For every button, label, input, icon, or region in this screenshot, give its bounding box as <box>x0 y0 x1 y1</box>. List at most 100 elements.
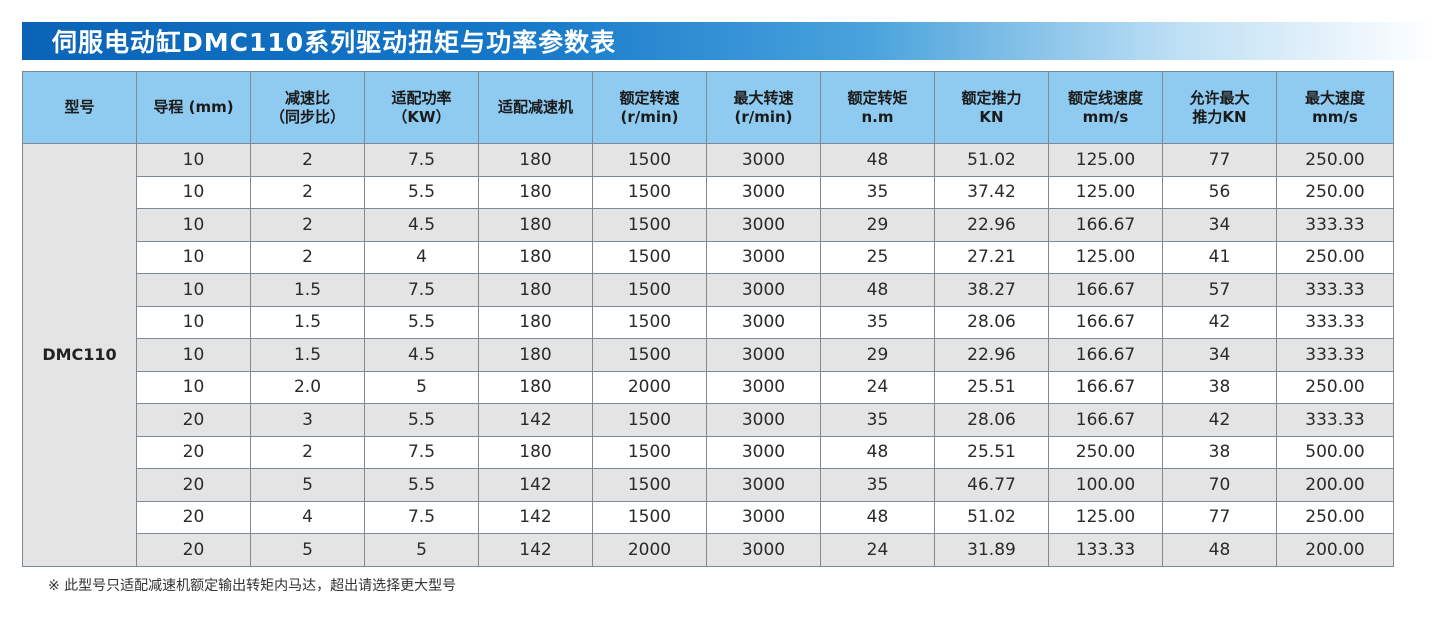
column-header-text: mm/s <box>1082 107 1129 126</box>
column-header-text: 额定转矩 <box>847 88 908 107</box>
table-cell: 3000 <box>706 240 821 274</box>
column-header: 额定转矩 n.m <box>820 71 935 144</box>
table-cell: 125.00 <box>1048 143 1163 177</box>
column-header: 额定线速度 mm/s <box>1048 71 1163 144</box>
table-cell: 5 <box>250 468 365 502</box>
column-header-text: (r/min) <box>734 107 793 126</box>
table-cell: 10 <box>136 338 251 372</box>
table-cell: 180 <box>478 208 593 242</box>
table-cell: 333.33 <box>1276 338 1394 372</box>
table-cell: 1500 <box>592 305 707 339</box>
table-cell: 35 <box>820 403 935 437</box>
column-header-text: 额定线速度 <box>1067 88 1143 107</box>
table-cell: 200.00 <box>1276 468 1394 502</box>
table-cell: 25.51 <box>934 435 1049 469</box>
column-header-text: 最大转速 <box>733 88 794 107</box>
table-row: 20 5 5.5 142 1500 3000 35 46.77 100.00 70 200.00 <box>23 468 1394 502</box>
table-cell: 3000 <box>706 435 821 469</box>
table-cell: 1500 <box>592 208 707 242</box>
table-cell: 38 <box>1162 370 1277 404</box>
table-cell: 51.02 <box>934 500 1049 534</box>
table-row: 20 4 7.5 142 1500 3000 48 51.02 125.00 77 250.00 <box>23 500 1394 534</box>
column-header: 额定转速 (r/min) <box>592 71 707 144</box>
table-row: 10 1.5 5.5 180 1500 3000 35 28.06 166.67 42 333.33 <box>23 305 1394 339</box>
title-bar: 伺服电动缸DMC110系列驱动扭矩与功率参数表 <box>22 22 1436 60</box>
table-cell: 7.5 <box>364 143 479 177</box>
table-cell: 7.5 <box>364 435 479 469</box>
table-cell: 7.5 <box>364 273 479 307</box>
table-cell: 38.27 <box>934 273 1049 307</box>
table-cell: 1500 <box>592 468 707 502</box>
table-cell: 125.00 <box>1048 175 1163 209</box>
table-cell: 200.00 <box>1276 533 1394 567</box>
column-header: 适配功率 （KW） <box>364 71 479 144</box>
table-cell: 250.00 <box>1276 240 1394 274</box>
table-cell: 35 <box>820 175 935 209</box>
table-cell: 333.33 <box>1276 208 1394 242</box>
table-cell: 142 <box>478 500 593 534</box>
table-cell: 10 <box>136 208 251 242</box>
table-cell: 7.5 <box>364 500 479 534</box>
table-cell: 142 <box>478 468 593 502</box>
table-cell: 142 <box>478 403 593 437</box>
table-cell: 250.00 <box>1276 500 1394 534</box>
column-header-text: 减速比 <box>284 88 330 107</box>
table-cell: 46.77 <box>934 468 1049 502</box>
table-cell: 27.21 <box>934 240 1049 274</box>
table-cell: 180 <box>478 273 593 307</box>
table-cell: 20 <box>136 500 251 534</box>
table-cell: 3000 <box>706 305 821 339</box>
table-cell: 1.5 <box>250 273 365 307</box>
table-cell: 48 <box>820 500 935 534</box>
table-cell: 42 <box>1162 305 1277 339</box>
table-cell: 500.00 <box>1276 435 1394 469</box>
table-cell: 10 <box>136 143 251 177</box>
table-cell: 20 <box>136 533 251 567</box>
table-body: DMC110 10 2 7.5 180 1500 3000 48 51.02 125.00 77 25… <box>22 143 1394 567</box>
table-cell: 2.0 <box>250 370 365 404</box>
table-cell: 250.00 <box>1276 143 1394 177</box>
model-cell: DMC110 <box>22 143 137 567</box>
table-row: 20 5 5 142 2000 3000 24 31.89 133.33 48 200.00 <box>23 533 1394 567</box>
table-cell: 250.00 <box>1276 370 1394 404</box>
table-cell: 166.67 <box>1048 305 1163 339</box>
table-cell: 2 <box>250 175 365 209</box>
table-cell: 3000 <box>706 338 821 372</box>
table-cell: 34 <box>1162 208 1277 242</box>
table-cell: 29 <box>820 208 935 242</box>
column-header: 最大转速 (r/min) <box>706 71 821 144</box>
table-cell: 77 <box>1162 143 1277 177</box>
table-cell: 1.5 <box>250 338 365 372</box>
table-cell: 20 <box>136 468 251 502</box>
table-cell: 20 <box>136 435 251 469</box>
table-cell: 38 <box>1162 435 1277 469</box>
table-cell: 3000 <box>706 370 821 404</box>
table-cell: 42 <box>1162 403 1277 437</box>
column-header-text: n.m <box>861 107 894 126</box>
table-cell: 5.5 <box>364 175 479 209</box>
table-cell: 77 <box>1162 500 1277 534</box>
table-cell: 125.00 <box>1048 500 1163 534</box>
table-cell: 22.96 <box>934 208 1049 242</box>
table-cell: 20 <box>136 403 251 437</box>
column-header: 允许最大 推力KN <box>1162 71 1277 144</box>
table-cell: 3000 <box>706 468 821 502</box>
column-header: 型号 <box>22 71 137 144</box>
table-cell: 333.33 <box>1276 273 1394 307</box>
table-row: 10 1.5 7.5 180 1500 3000 48 38.27 166.67 57 333.33 <box>23 273 1394 307</box>
table-cell: 48 <box>820 435 935 469</box>
page-title: 伺服电动缸DMC110系列驱动扭矩与功率参数表 <box>52 28 617 57</box>
column-header-text: 型号 <box>64 98 95 116</box>
column-header-text: mm/s <box>1312 107 1358 126</box>
table-cell: 37.42 <box>934 175 1049 209</box>
table-cell: 5 <box>364 370 479 404</box>
table-cell: 5 <box>364 533 479 567</box>
table-cell: 3000 <box>706 273 821 307</box>
column-header: 减速比 （同步比） <box>250 71 365 144</box>
table-cell: 2 <box>250 435 365 469</box>
table-cell: 3 <box>250 403 365 437</box>
table-cell: 5.5 <box>364 403 479 437</box>
table-row: 10 2.0 5 180 2000 3000 24 25.51 166.67 38 250.00 <box>23 370 1394 404</box>
table-cell: 24 <box>820 370 935 404</box>
table-cell: 70 <box>1162 468 1277 502</box>
